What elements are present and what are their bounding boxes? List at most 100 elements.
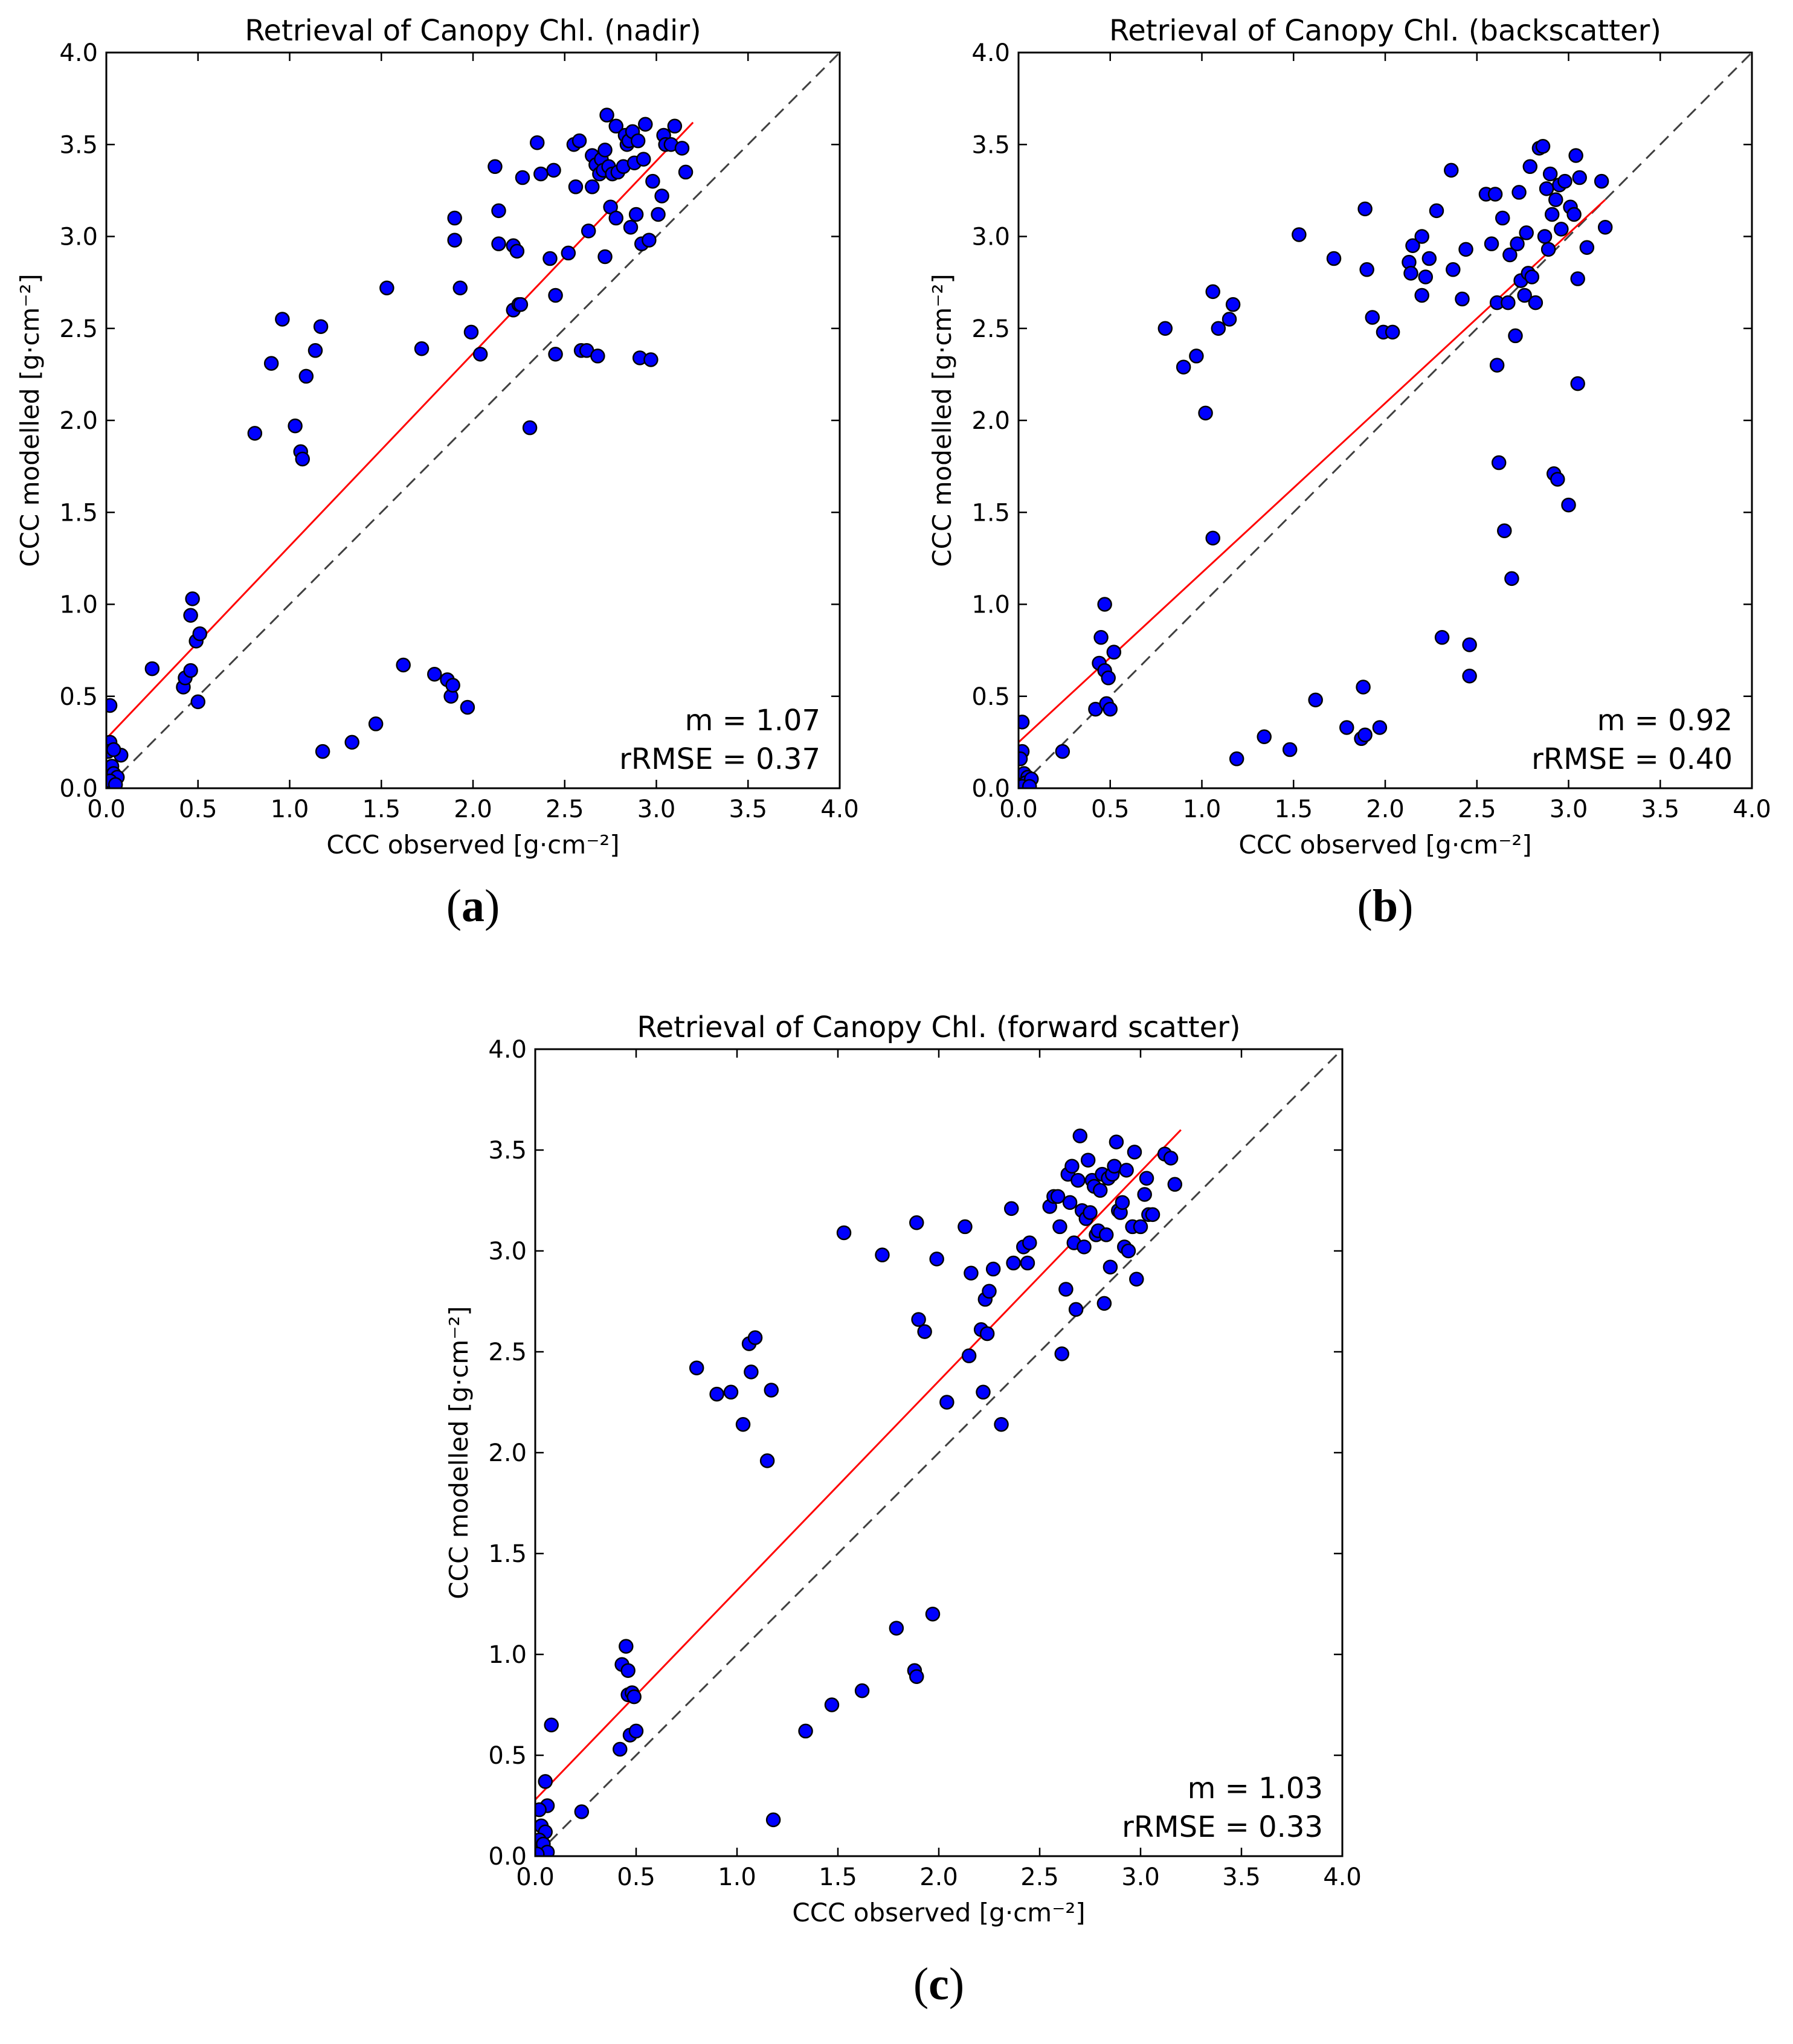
data-point bbox=[1548, 192, 1563, 207]
y-tick-label: 0.0 bbox=[59, 775, 98, 803]
y-tick-label: 4.0 bbox=[59, 39, 98, 67]
data-point bbox=[976, 1384, 991, 1400]
data-point bbox=[1372, 720, 1388, 735]
data-point bbox=[1229, 751, 1244, 766]
y-tick-label: 0.0 bbox=[971, 775, 1010, 803]
x-tick-label: 3.5 bbox=[1222, 1863, 1261, 1891]
data-point bbox=[275, 312, 290, 327]
x-tick-label: 0.5 bbox=[1091, 795, 1130, 823]
panel-c: Retrieval of Canopy Chl. (forward scatte… bbox=[444, 1011, 1362, 2010]
data-point bbox=[108, 777, 123, 788]
y-tick-label: 1.0 bbox=[59, 591, 98, 619]
x-tick-label: 3.0 bbox=[1550, 795, 1588, 823]
y-tick-label: 4.0 bbox=[971, 39, 1010, 67]
data-point bbox=[1502, 247, 1518, 263]
identity-line bbox=[106, 53, 840, 788]
y-tick-label: 1.5 bbox=[59, 499, 98, 527]
x-tick-label: 0.0 bbox=[516, 1863, 555, 1891]
panel-caption: (a) bbox=[446, 881, 500, 931]
data-point bbox=[1052, 1219, 1067, 1235]
y-tick-label: 1.5 bbox=[971, 499, 1010, 527]
data-point bbox=[1176, 359, 1191, 374]
x-tick-label: 1.5 bbox=[1274, 795, 1313, 823]
data-point bbox=[1092, 1183, 1108, 1198]
data-point bbox=[313, 319, 329, 334]
data-point bbox=[585, 179, 600, 194]
y-tick-label: 0.5 bbox=[971, 683, 1010, 711]
x-tick-label: 2.0 bbox=[454, 795, 492, 823]
data-point bbox=[1561, 497, 1576, 513]
data-point bbox=[447, 210, 462, 226]
data-point bbox=[597, 249, 613, 265]
data-point bbox=[1414, 229, 1429, 244]
data-point bbox=[1006, 1255, 1021, 1271]
y-tick-label: 0.0 bbox=[488, 1843, 527, 1871]
data-point bbox=[654, 188, 669, 204]
data-point bbox=[1080, 1152, 1096, 1168]
data-point bbox=[636, 152, 651, 167]
data-point bbox=[1455, 291, 1470, 307]
data-point bbox=[472, 347, 488, 362]
data-point bbox=[1414, 288, 1429, 303]
data-point bbox=[535, 1802, 547, 1817]
data-point bbox=[1462, 637, 1477, 652]
data-point bbox=[185, 591, 200, 606]
data-point bbox=[106, 742, 121, 757]
data-point bbox=[1096, 1296, 1112, 1311]
data-point bbox=[1115, 1195, 1130, 1210]
data-point bbox=[735, 1416, 751, 1432]
data-point bbox=[1068, 1302, 1084, 1317]
data-point bbox=[544, 1717, 559, 1733]
data-point bbox=[626, 1689, 642, 1705]
data-point bbox=[568, 179, 584, 194]
data-point bbox=[522, 420, 538, 435]
data-point bbox=[1484, 236, 1499, 251]
data-point bbox=[414, 341, 430, 356]
data-point bbox=[1157, 321, 1173, 336]
data-point bbox=[651, 207, 666, 222]
data-point bbox=[1522, 159, 1538, 175]
data-point bbox=[678, 164, 694, 180]
data-point bbox=[1418, 269, 1434, 284]
x-tick-label: 2.5 bbox=[546, 795, 584, 823]
data-point bbox=[1356, 680, 1371, 695]
data-point bbox=[190, 694, 205, 710]
data-point bbox=[958, 1219, 973, 1235]
x-axis-label: CCC observed [g·cm⁻²] bbox=[792, 1898, 1085, 1927]
data-point bbox=[630, 133, 646, 149]
panel-b: Retrieval of Canopy Chl. (backscatter) 0.… bbox=[927, 14, 1771, 931]
data-point bbox=[1511, 185, 1527, 200]
data-point bbox=[538, 1774, 553, 1789]
data-point bbox=[379, 280, 394, 296]
data-point bbox=[1570, 271, 1585, 286]
data-point bbox=[628, 207, 644, 222]
data-point bbox=[1357, 727, 1373, 742]
x-tick-label: 1.5 bbox=[819, 1863, 857, 1891]
data-point bbox=[513, 297, 529, 312]
data-point bbox=[1570, 376, 1585, 391]
x-tick-label: 1.0 bbox=[718, 1863, 756, 1891]
data-point bbox=[1524, 269, 1540, 284]
data-point bbox=[1491, 455, 1507, 471]
data-point bbox=[1528, 295, 1544, 310]
data-point bbox=[1022, 1235, 1037, 1250]
x-tick-label: 0.5 bbox=[179, 795, 217, 823]
data-point bbox=[1357, 201, 1373, 217]
chart-title: Retrieval of Canopy Chl. (forward scatte… bbox=[637, 1011, 1240, 1044]
data-point bbox=[1097, 597, 1112, 612]
data-point bbox=[1510, 236, 1525, 251]
data-point bbox=[1133, 1219, 1148, 1235]
data-point bbox=[515, 170, 530, 185]
data-point bbox=[1429, 203, 1444, 219]
data-point bbox=[581, 223, 596, 239]
slope-annotation: m = 0.92 bbox=[1597, 704, 1733, 738]
data-point bbox=[917, 1324, 932, 1339]
data-point bbox=[1093, 630, 1109, 645]
y-tick-label: 2.0 bbox=[971, 407, 1010, 435]
data-point bbox=[1022, 779, 1037, 788]
x-tick-label: 0.5 bbox=[617, 1863, 655, 1891]
data-point bbox=[889, 1621, 904, 1636]
y-axis-label: CCC modelled [g·cm⁻²] bbox=[15, 274, 45, 567]
data-point bbox=[1205, 284, 1220, 300]
panel-caption: (b) bbox=[1357, 881, 1414, 931]
